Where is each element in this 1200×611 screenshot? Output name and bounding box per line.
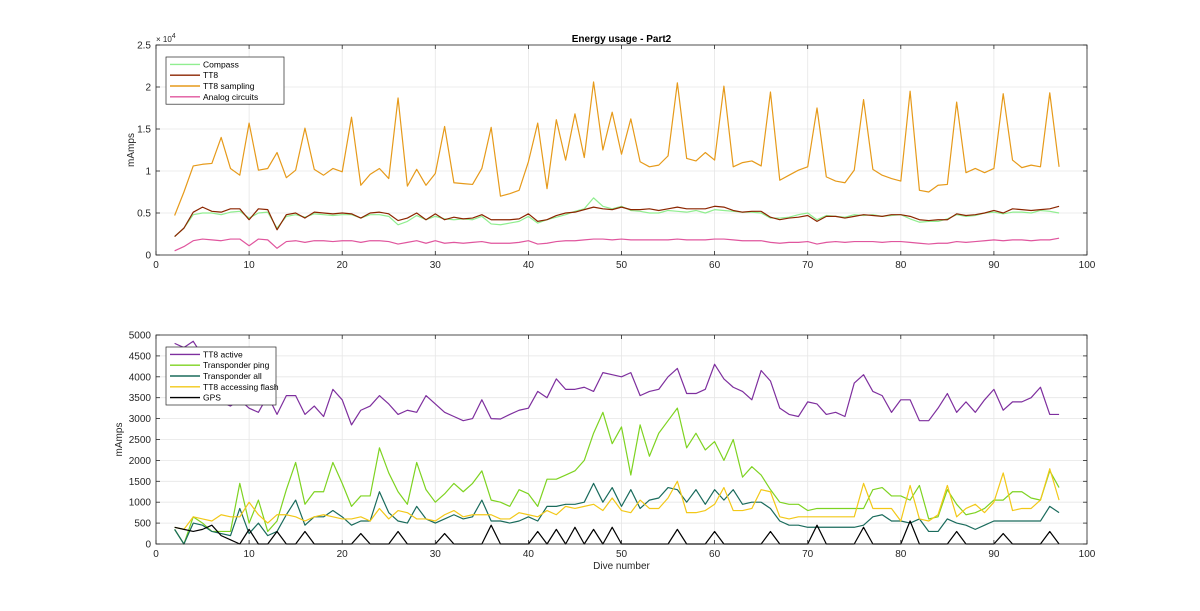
x-tick-label: 100 <box>1079 549 1096 560</box>
x-tick-label: 90 <box>988 260 1000 271</box>
x-tick-label: 100 <box>1079 260 1096 271</box>
series-line-tt8-sampling <box>174 81 1060 216</box>
chart-title: Energy usage - Part2 <box>572 34 672 45</box>
x-tick-label: 40 <box>523 549 535 560</box>
y-tick-label: 1000 <box>129 498 152 509</box>
legend-entry: TT8 accessing flash <box>203 382 279 392</box>
y-tick-label: 2000 <box>129 456 152 467</box>
legend-entry: Transponder all <box>203 371 262 381</box>
y-exponent-power: 4 <box>172 33 176 40</box>
legend-entry: Compass <box>203 59 239 69</box>
series-line-tt8-active <box>174 340 1060 426</box>
series-line-transponder-ping <box>174 407 1060 545</box>
x-tick-label: 0 <box>153 260 159 271</box>
series-line-tt8 <box>174 205 1060 237</box>
x-tick-label: 20 <box>337 260 349 271</box>
x-tick-label: 0 <box>153 549 159 560</box>
x-tick-label: 80 <box>895 260 907 271</box>
x-tick-label: 50 <box>616 549 628 560</box>
x-tick-label: 30 <box>430 549 442 560</box>
x-tick-label: 20 <box>337 549 349 560</box>
y-tick-label: 1500 <box>129 477 152 488</box>
x-tick-label: 10 <box>244 260 256 271</box>
y-tick-label: 500 <box>134 519 151 530</box>
legend-entry: Analog circuits <box>203 92 258 102</box>
y-tick-label: 0.5 <box>137 209 151 220</box>
x-tick-label: 50 <box>616 260 628 271</box>
x-tick-label: 70 <box>802 549 814 560</box>
series-line-transponder-all <box>174 482 1060 545</box>
legend-entry: Transponder ping <box>203 360 270 370</box>
series-line-compass <box>174 197 1060 237</box>
series-line-tt8-accessing-flash <box>174 468 1060 530</box>
series-line-analog-circuits <box>174 237 1060 252</box>
x-tick-label: 10 <box>244 549 256 560</box>
y-tick-label: 3500 <box>129 393 152 404</box>
legend-entry: TT8 sampling <box>203 81 255 91</box>
y-tick-label: 1.5 <box>137 125 151 136</box>
y-exponent-label: × 104 <box>156 33 176 44</box>
y-tick-label: 3000 <box>129 414 152 425</box>
y-tick-label: 4500 <box>129 351 152 362</box>
y-tick-label: 0 <box>145 251 151 262</box>
x-tick-label: 90 <box>988 549 1000 560</box>
x-tick-label: 60 <box>709 549 721 560</box>
x-tick-label: 30 <box>430 260 442 271</box>
y-axis-label: mAmps <box>126 133 137 167</box>
y-tick-label: 4000 <box>129 372 152 383</box>
y-axis-label: mAmps <box>114 423 125 457</box>
y-tick-label: 2 <box>145 83 151 94</box>
legend-entry: TT8 <box>203 70 218 80</box>
x-tick-label: 40 <box>523 260 535 271</box>
x-tick-label: 60 <box>709 260 721 271</box>
chart-1: 0 10 20 30 40 50 60 70 80 90 100 0 0.5 1 1.5 2 2.5 × 104 E… <box>126 33 1096 271</box>
y-tick-label: 2.5 <box>137 41 151 52</box>
y-tick-label: 2500 <box>129 435 152 446</box>
x-tick-label: 80 <box>895 549 907 560</box>
chart-2: 0 10 20 30 40 50 60 70 80 90 100050010001500200025… <box>114 331 1096 573</box>
legend-entry: TT8 active <box>203 349 243 359</box>
y-tick-label: 5000 <box>129 331 152 342</box>
x-axis-label: Dive number <box>593 561 650 572</box>
x-tick-label: 70 <box>802 260 814 271</box>
y-tick-label: 1 <box>145 167 151 178</box>
y-tick-label: 0 <box>145 540 151 551</box>
legend-entry: GPS <box>203 393 221 403</box>
